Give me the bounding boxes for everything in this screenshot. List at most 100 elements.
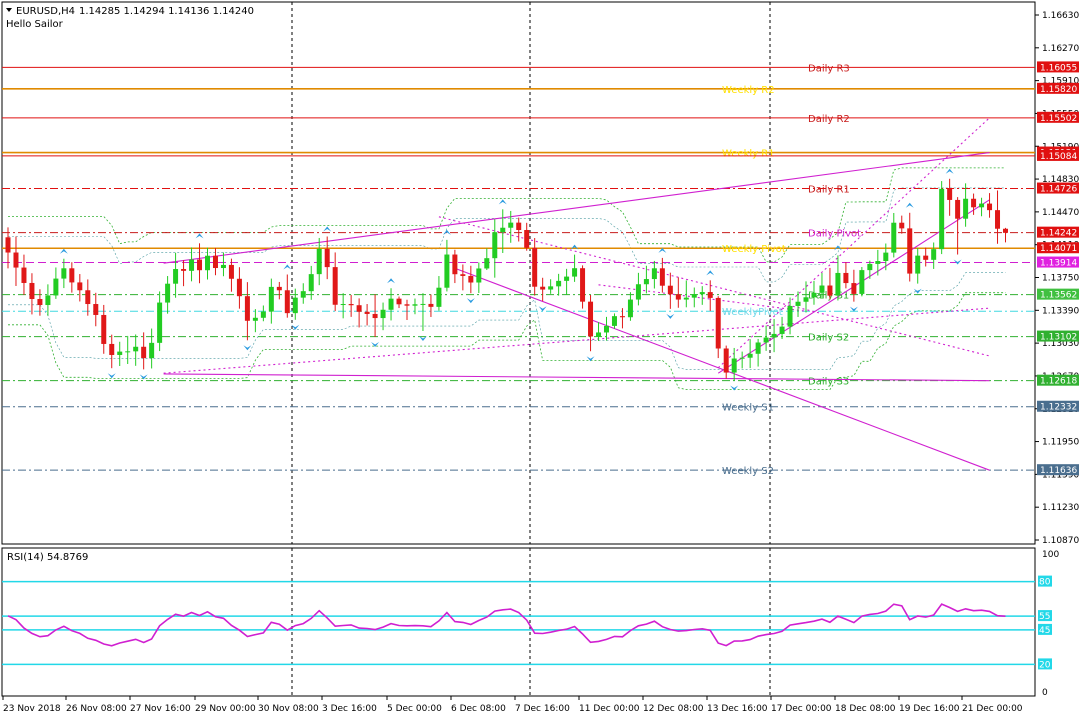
candle-body <box>380 309 386 319</box>
candle-body <box>619 316 625 318</box>
candle-body <box>771 333 777 338</box>
rsi-tag-box <box>1038 575 1052 587</box>
rsi-tag-box <box>1038 610 1052 622</box>
candle-body <box>995 210 1001 229</box>
price-tag-box <box>1037 82 1079 94</box>
candle <box>13 236 19 286</box>
level-label: Daily R3 <box>808 63 850 74</box>
price-tag-label: 1.12618 <box>1040 377 1077 387</box>
time-tick-label: 27 Nov 16:00 <box>130 704 191 714</box>
candle <box>619 308 625 329</box>
candle-body <box>548 286 554 290</box>
candle <box>205 247 210 280</box>
candle-body <box>532 247 538 287</box>
candle <box>627 292 633 321</box>
price-tag-box <box>1037 464 1079 476</box>
candle <box>540 277 546 302</box>
candle-body <box>452 254 458 275</box>
candle <box>556 273 562 296</box>
candle-body <box>923 255 929 260</box>
candle <box>955 197 961 255</box>
fractal-down-icon <box>730 385 739 391</box>
candle <box>835 255 841 301</box>
candle <box>979 197 985 217</box>
price-tag-label: 1.16055 <box>1040 63 1077 73</box>
candle <box>755 338 761 367</box>
price-tick-label: 1.16630 <box>1042 11 1079 21</box>
candle-body <box>723 348 729 373</box>
price-tag: 1.15502 <box>1037 111 1079 124</box>
candle-body <box>875 261 881 264</box>
lower-support-line <box>163 373 990 382</box>
candle-body <box>53 278 59 296</box>
candle <box>93 292 99 327</box>
fractal-down-icon <box>243 345 252 351</box>
level-label: WeeklyPivot <box>722 307 783 318</box>
candle <box>739 351 745 369</box>
candle <box>189 247 195 282</box>
price-tag-box <box>1037 111 1079 123</box>
candle <box>572 254 578 282</box>
candle <box>596 322 602 341</box>
candle-body <box>556 280 562 287</box>
level-label: Daily S1 <box>808 291 849 302</box>
fractal-down-icon <box>139 374 148 380</box>
candle <box>859 267 865 297</box>
candle <box>635 272 641 306</box>
candle-body <box>85 290 91 305</box>
level-label: Daily Pivot <box>808 229 861 240</box>
candle-body <box>564 276 570 281</box>
candle-body <box>667 285 673 295</box>
level-label: Daily S2 <box>808 333 849 344</box>
fractal-down-icon <box>849 306 858 312</box>
time-tick-label: 29 Nov 00:00 <box>195 704 256 714</box>
price-axis: 1.166301.162701.159101.155501.151901.148… <box>1035 11 1079 546</box>
candle <box>564 268 570 295</box>
candle-body <box>388 298 394 310</box>
candle <box>795 291 801 317</box>
price-tag-label: 1.14242 <box>1040 229 1077 239</box>
trend-lines <box>163 117 990 471</box>
candle <box>707 280 713 311</box>
candle-body <box>763 337 769 343</box>
candle-body <box>779 326 785 334</box>
candle-body <box>189 259 195 271</box>
candle <box>157 291 163 352</box>
candle <box>125 335 131 364</box>
candle-body <box>332 267 338 305</box>
candle <box>699 286 705 305</box>
candle-body <box>133 346 139 352</box>
candle <box>883 243 889 271</box>
price-tag-label: 1.13914 <box>1040 259 1077 269</box>
time-tick-label: 7 Dec 16:00 <box>515 704 570 714</box>
price-tag-box <box>1037 61 1079 73</box>
candle <box>428 294 434 317</box>
candle <box>899 215 905 234</box>
candle-body <box>300 291 306 298</box>
candle-body <box>356 305 362 312</box>
candle <box>228 258 234 292</box>
candle <box>244 282 250 341</box>
candle-body <box>141 346 147 359</box>
candle <box>659 257 665 293</box>
candle-body <box>13 252 19 268</box>
candle-body <box>157 302 163 343</box>
candle <box>396 296 402 309</box>
candle <box>77 274 83 302</box>
candle <box>827 267 833 300</box>
candle <box>907 212 913 282</box>
candle-body <box>268 286 274 312</box>
triangle-down-icon[interactable] <box>6 8 12 12</box>
price-tag-label: 1.13562 <box>1040 291 1077 301</box>
candle <box>324 236 330 280</box>
candle-body <box>420 303 426 305</box>
candle <box>995 190 1001 244</box>
level-label: Daily R1 <box>808 185 850 196</box>
price-tag: 1.13914 <box>1037 256 1079 269</box>
candle-body <box>851 283 857 294</box>
rsi-tag-label: 20 <box>1039 660 1051 670</box>
candle-body <box>891 222 897 253</box>
candle <box>236 267 242 309</box>
